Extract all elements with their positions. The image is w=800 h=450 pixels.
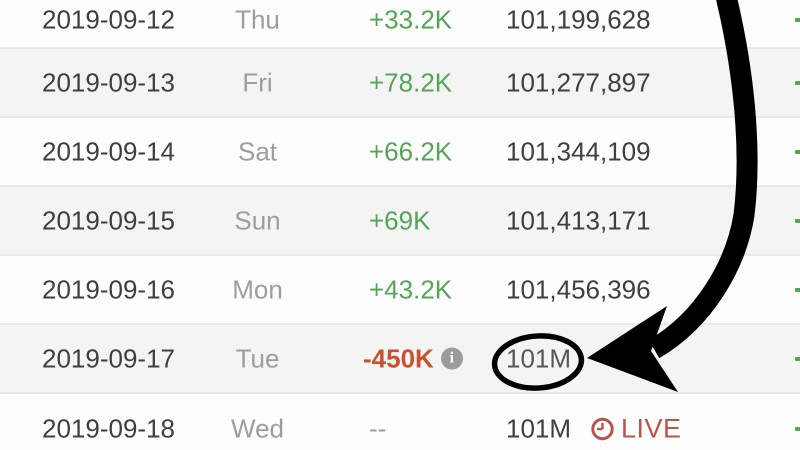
daily-change-cell: +66.2K [369,136,453,166]
daily-change-cell: +43.2K [369,274,453,304]
adjacent-column-fragment [795,18,800,23]
info-circle-icon[interactable]: i [440,347,463,370]
date-cell: 2019-09-12 [42,4,175,35]
daily-change-cell: -- [369,413,387,443]
daily-change-cell: +69K [369,205,431,235]
total-subscribers-cell: 101M [506,343,572,373]
table-row: 2019-09-13 Fri +78.2K 101,277,897 [0,49,800,118]
total-subscribers-cell: 101,456,396 [506,274,651,304]
table-row: 2019-09-15 Sun +69K 101,413,171 [0,187,800,256]
weekday-cell: Sat [237,136,278,166]
adjacent-column-fragment [795,218,800,223]
weekday-cell: Wed [231,413,284,443]
date-cell: 2019-09-16 [42,274,175,304]
adjacent-column-fragment [795,356,800,361]
negative-change-value: -450K [363,343,434,373]
adjacent-column-fragment [795,287,800,292]
table-row: 2019-09-17 Tue -450K i 101M [0,325,800,394]
table-row: 2019-09-14 Sat +66.2K 101,344,109 [0,118,800,187]
daily-change-cell: +78.2K [369,67,453,97]
weekday-cell: Thu [235,4,280,35]
adjacent-column-fragment [795,426,800,431]
weekday-cell: Tue [235,343,280,373]
daily-change-cell: -450K i [363,343,463,374]
table-row: 2019-09-18 Wed -- 101M LIVE [0,394,800,450]
total-subscribers-cell: 101,277,897 [506,67,651,97]
clock-icon [591,417,614,440]
date-cell: 2019-09-18 [42,413,175,443]
weekday-cell: Sun [234,205,281,235]
date-cell: 2019-09-17 [42,343,175,373]
weekday-cell: Fri [242,67,273,97]
live-label: LIVE [621,413,682,443]
date-cell: 2019-09-15 [42,205,175,235]
date-cell: 2019-09-14 [42,136,175,166]
live-indicator[interactable]: LIVE [590,413,682,444]
total-subscribers-cell: 101M [506,413,572,443]
total-subscribers-cell: 101,413,171 [506,205,651,235]
table-row: 2019-09-12 Thu +33.2K 101,199,628 [0,0,800,49]
adjacent-column-fragment [795,149,800,154]
total-subscribers-cell: 101,199,628 [506,4,651,35]
adjacent-column-fragment [795,80,800,85]
table-row: 2019-09-16 Mon +43.2K 101,456,396 [0,256,800,325]
date-cell: 2019-09-13 [42,67,175,97]
weekday-cell: Mon [232,274,283,304]
daily-change-cell: +33.2K [369,4,453,35]
info-glyph: i [449,349,455,367]
total-subscribers-cell: 101,344,109 [506,136,651,166]
